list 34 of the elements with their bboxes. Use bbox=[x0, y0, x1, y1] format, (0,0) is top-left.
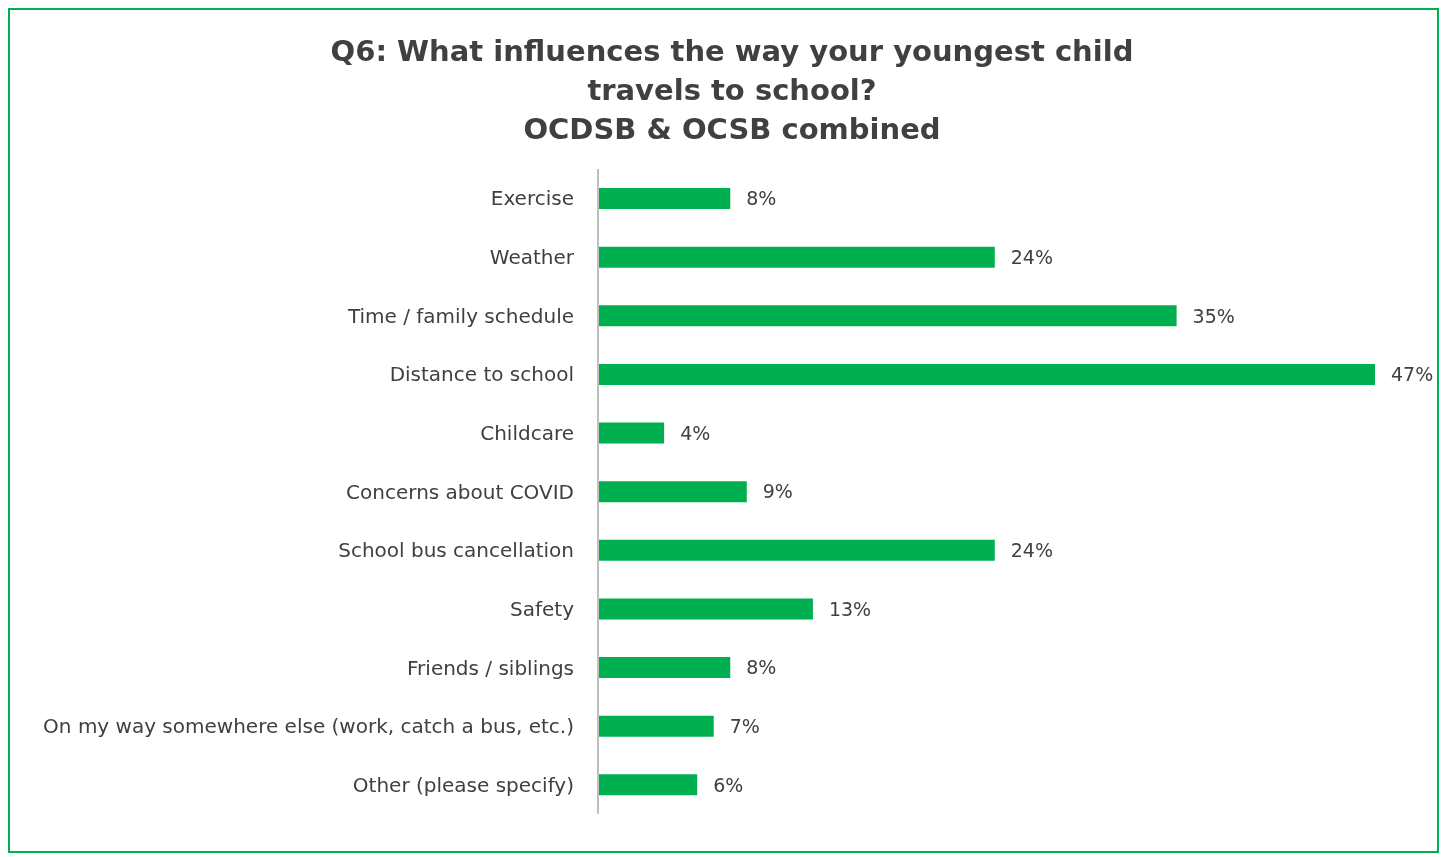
data-label: 13% bbox=[828, 597, 872, 620]
chart-title: Q6: What influences the way your youngest child travels to school? OCDSB & OCSB combined bbox=[329, 33, 1135, 148]
data-label: 24% bbox=[1010, 245, 1053, 268]
y-tick-label: Friends / siblings bbox=[407, 655, 574, 680]
y-tick-label: Childcare bbox=[480, 420, 574, 445]
bar bbox=[598, 539, 995, 561]
data-label: 8% bbox=[746, 187, 777, 210]
bar bbox=[598, 305, 1177, 327]
y-tick-label: School bus cancellation bbox=[338, 538, 574, 563]
bar bbox=[598, 363, 1375, 385]
y-tick-label: Other (please specify) bbox=[352, 772, 574, 797]
data-label: 4% bbox=[680, 421, 711, 444]
data-label: 24% bbox=[1010, 539, 1053, 562]
y-tick-label: Concerns about COVID bbox=[346, 479, 574, 504]
y-tick-label: Safety bbox=[510, 596, 575, 621]
data-label: 8% bbox=[746, 656, 777, 679]
y-tick-label: On my way somewhere else (work, catch a bus, etc.) bbox=[43, 714, 574, 739]
bar bbox=[598, 481, 747, 503]
y-tick-label: Weather bbox=[489, 245, 575, 270]
data-label: 9% bbox=[762, 480, 793, 503]
bar bbox=[598, 715, 714, 737]
y-tick-label: Time / family schedule bbox=[346, 303, 574, 328]
data-label: 7% bbox=[729, 714, 760, 737]
bar bbox=[598, 774, 698, 796]
data-label: 6% bbox=[713, 773, 744, 796]
bar bbox=[598, 422, 665, 444]
bar bbox=[598, 246, 995, 268]
y-tick-label: Exercise bbox=[490, 186, 574, 211]
y-tick-label: Distance to school bbox=[389, 362, 574, 387]
data-label: 35% bbox=[1192, 304, 1235, 327]
bar bbox=[598, 657, 731, 679]
bar bbox=[598, 598, 813, 620]
bar bbox=[598, 188, 731, 209]
data-label: 47% bbox=[1391, 363, 1434, 386]
